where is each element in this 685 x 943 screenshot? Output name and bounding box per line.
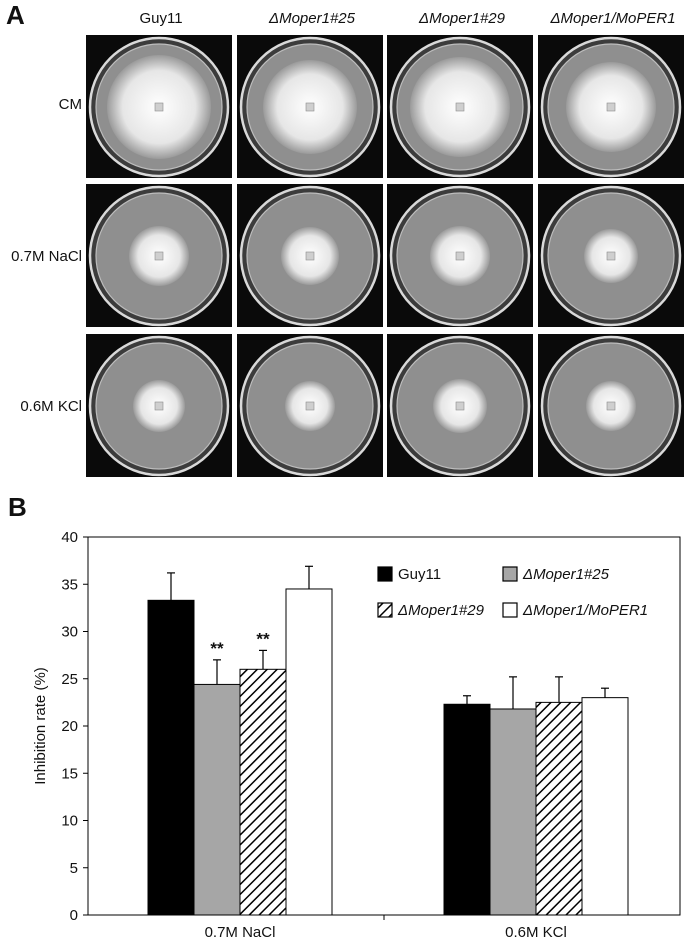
y-tick-label: 10 (61, 813, 78, 830)
y-tick-label: 20 (61, 718, 78, 735)
x-tick-label: 0.7M NaCl (205, 924, 276, 941)
y-tick-label: 15 (61, 765, 78, 782)
bar (147, 599, 195, 916)
bar (581, 697, 629, 916)
y-tick-label: 5 (70, 860, 78, 877)
column-header-guy11: Guy11 (139, 10, 183, 27)
petri-dish-photo (538, 184, 684, 327)
legend-swatch (502, 566, 518, 582)
petri-dish-photo (538, 334, 684, 477)
petri-dish-photo (387, 35, 533, 178)
legend-label: Guy11 (398, 566, 441, 583)
y-tick-label: 0 (70, 907, 78, 924)
petri-dish-photo (237, 334, 383, 477)
petri-dish-photo (237, 184, 383, 327)
bar (535, 701, 583, 916)
row-label-cm: CM (58, 96, 82, 113)
row-label-nacl: 0.7M NaCl (11, 248, 82, 265)
legend-label: ΔMoper1#25 (522, 566, 610, 583)
significance-marker: ** (210, 639, 224, 658)
inhibition-rate-bar-chart: B 0 5 10 15 20 25 30 35 40 Inhibition rate (%) 0.7… (8, 492, 681, 941)
petri-dish-photo (387, 184, 533, 327)
petri-dish-photo (538, 35, 684, 178)
y-tick-label: 40 (61, 529, 78, 546)
row-label-kcl: 0.6M KCl (20, 398, 82, 415)
bar (443, 703, 491, 916)
legend-label: ΔMoper1/MoPER1 (522, 602, 648, 619)
legend-swatch (377, 602, 393, 618)
y-tick-label: 35 (61, 576, 78, 593)
legend-label: ΔMoper1#29 (397, 602, 485, 619)
petri-dish-photo (86, 184, 232, 327)
panel-b-label: B (8, 492, 27, 522)
petri-dish-photo (86, 334, 232, 477)
petri-dish-photo (387, 334, 533, 477)
bar (285, 588, 333, 916)
significance-marker: ** (256, 629, 270, 648)
petri-dish-photo (237, 35, 383, 178)
panel-a-label: A (6, 0, 25, 30)
bar (489, 708, 537, 916)
bar (239, 668, 287, 916)
bar (193, 683, 241, 916)
legend-swatch (377, 566, 393, 582)
column-header-moper1-25: ΔMoper1#25 (269, 10, 355, 27)
column-header-complemented: ΔMoper1/MoPER1 (550, 10, 676, 27)
y-tick-label: 30 (61, 624, 78, 641)
legend-swatch (502, 602, 518, 618)
x-tick-label: 0.6M KCl (505, 924, 567, 941)
y-axis-label: Inhibition rate (%) (32, 667, 49, 785)
y-tick-label: 25 (61, 671, 78, 688)
petri-dish-photo (86, 35, 232, 178)
column-header-moper1-29: ΔMoper1#29 (419, 10, 505, 27)
